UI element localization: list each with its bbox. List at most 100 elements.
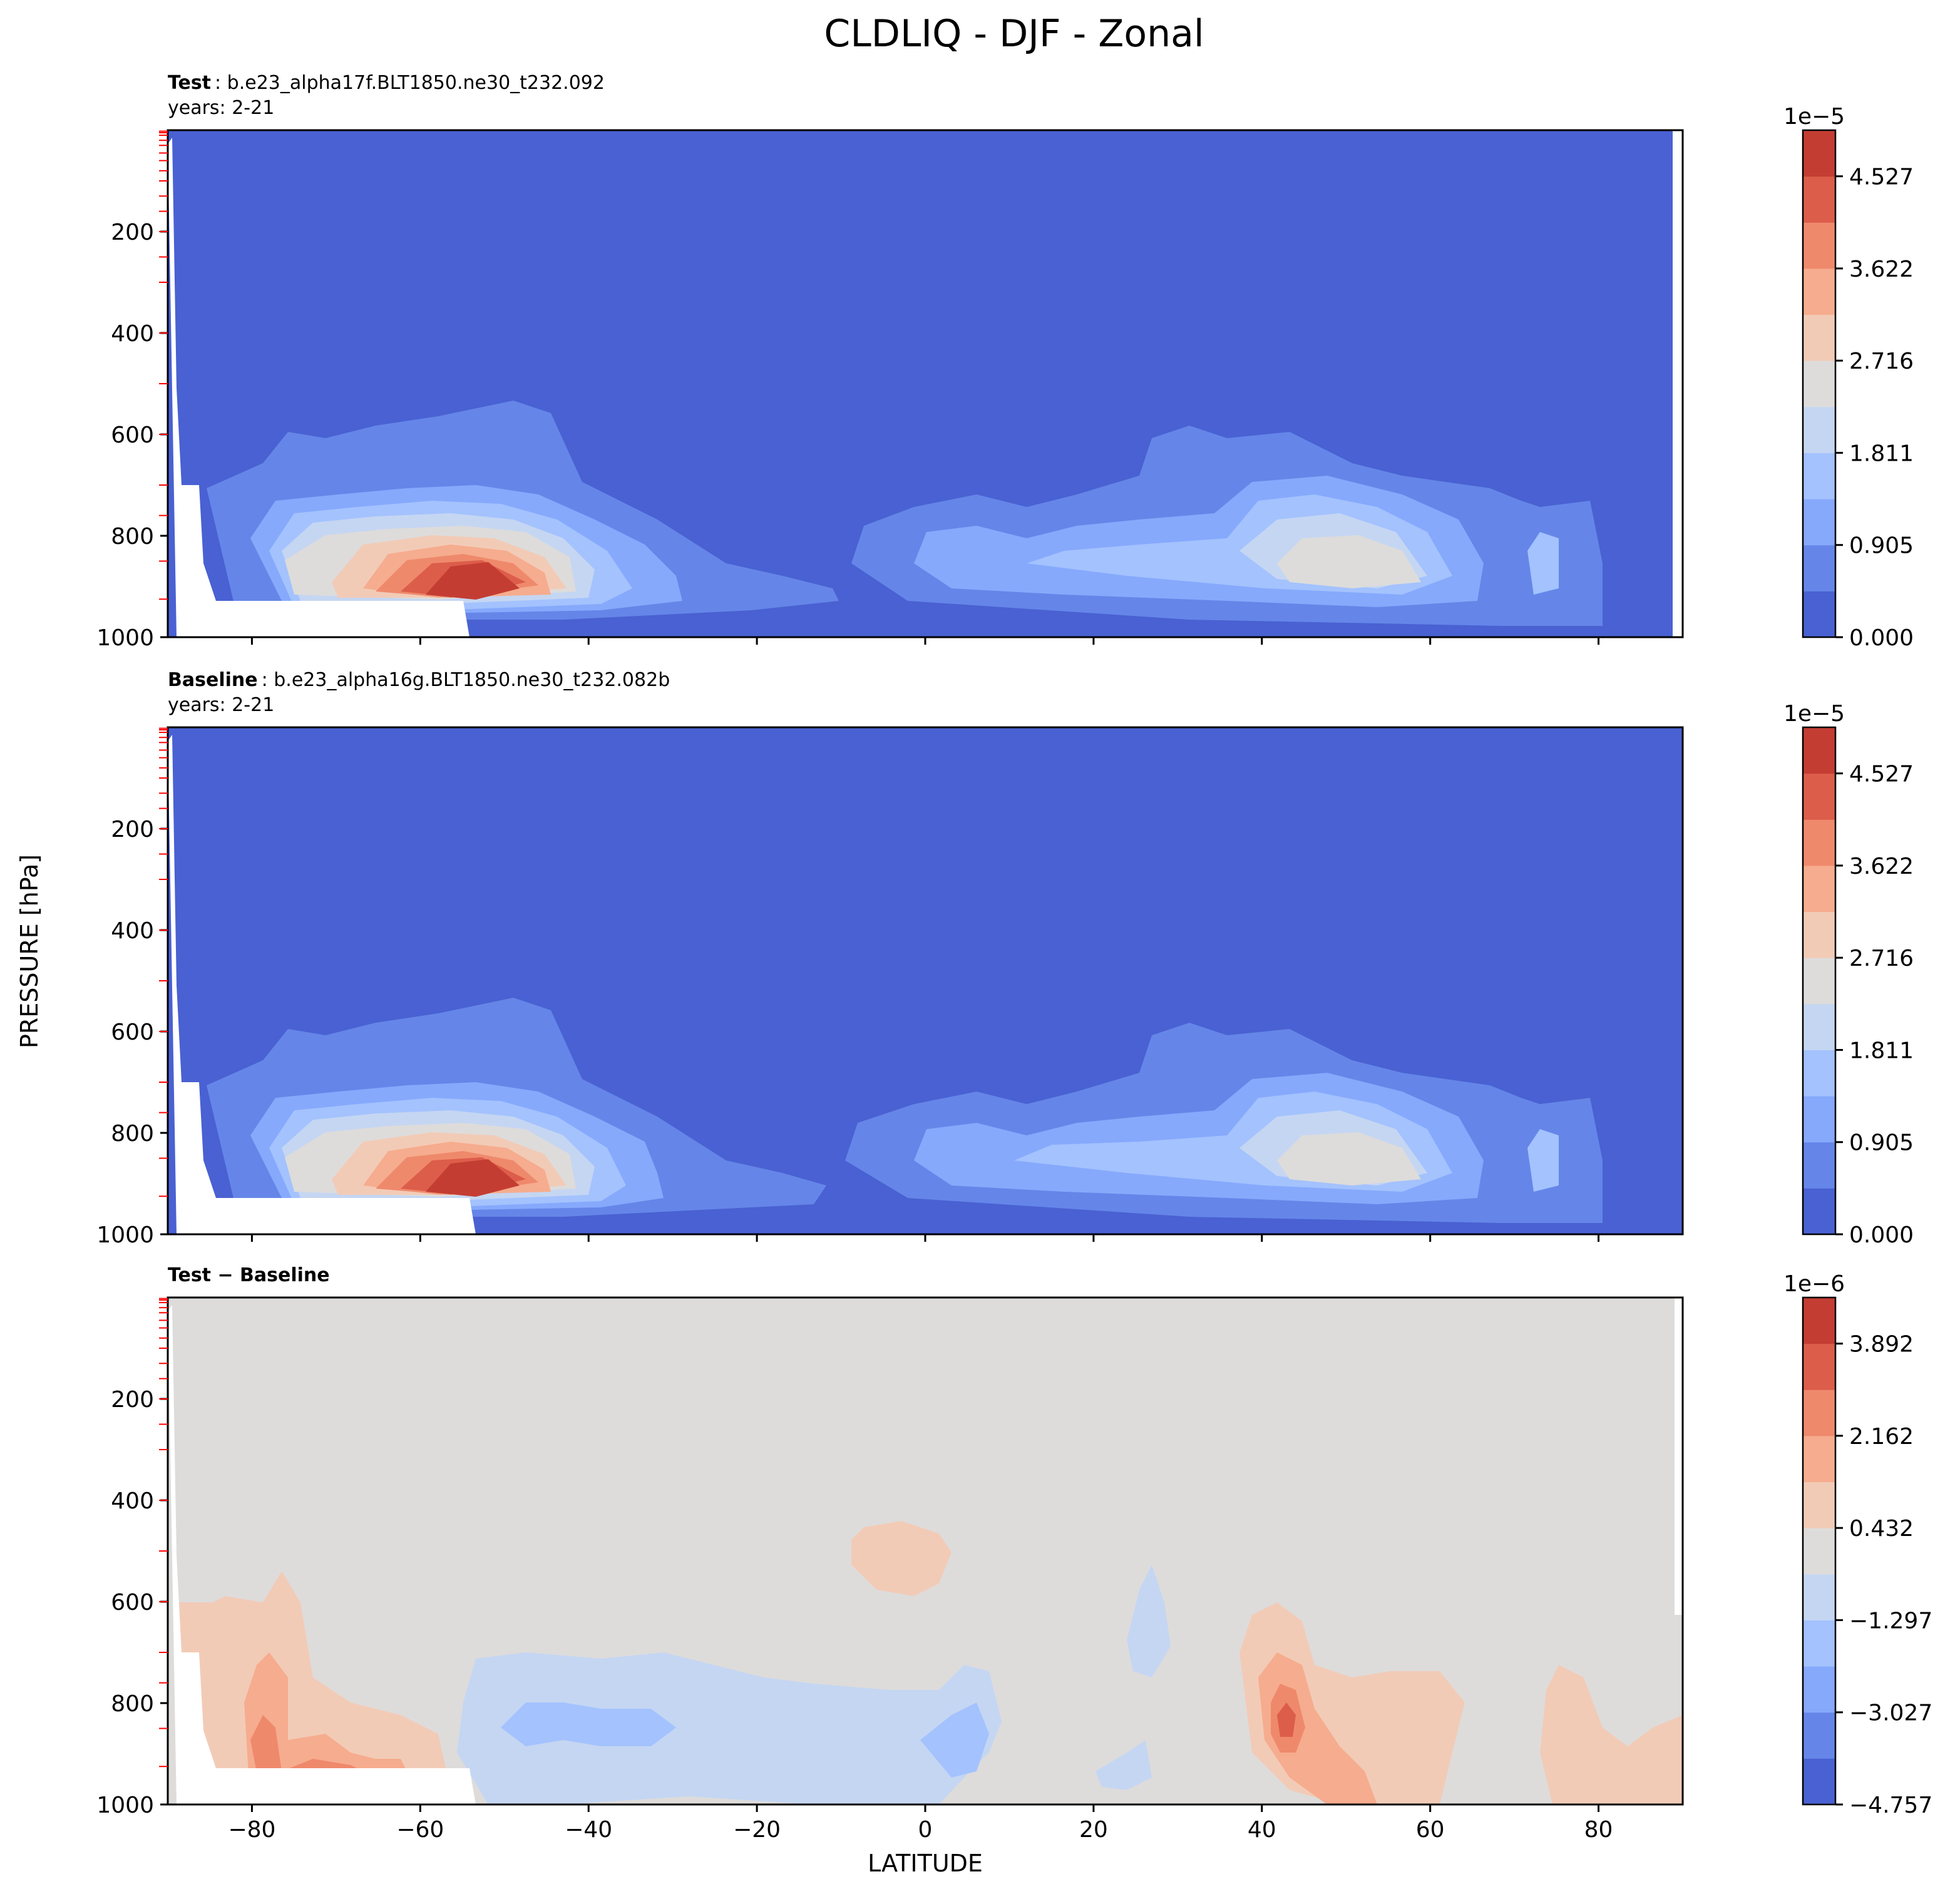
panel-baseline-xticks bbox=[250, 1234, 1600, 1242]
colorbar-level bbox=[1803, 1758, 1835, 1805]
colorbar-tick-label: −3.027 bbox=[1849, 1701, 1932, 1726]
colorbar-tick-label: 0.000 bbox=[1849, 1222, 1914, 1248]
colorbar-tick-label: −1.297 bbox=[1849, 1608, 1932, 1634]
colorbar-level bbox=[1803, 1050, 1835, 1097]
y-axis-label: PRESSURE [hPa] bbox=[16, 854, 43, 1048]
xtick-label: −20 bbox=[733, 1817, 781, 1843]
colorbar-level bbox=[1803, 222, 1835, 269]
diff-terrain bbox=[168, 1305, 476, 1804]
colorbar-level bbox=[1803, 1666, 1835, 1713]
test-contour-10 bbox=[426, 562, 520, 600]
colorbar-test: 0.000 0.905 1.811 2.716 3.622 4.527 1e−5 bbox=[1783, 104, 1914, 651]
colorbar-level bbox=[1803, 911, 1835, 958]
panel-test-title: Test: b.e23_alpha17f.BLT1850.ne30_t232.0… bbox=[168, 72, 605, 94]
colorbar-level bbox=[1803, 1003, 1835, 1050]
figure-title: CLDLIQ - DJF - Zonal bbox=[824, 12, 1204, 56]
colorbar-level bbox=[1803, 958, 1835, 1005]
diff-neg-3 bbox=[920, 1702, 989, 1778]
diff-neg-2 bbox=[501, 1702, 676, 1746]
diff-neg-1 bbox=[457, 1652, 1002, 1804]
colorbar-level bbox=[1803, 1298, 1835, 1344]
colorbar-level bbox=[1803, 176, 1835, 223]
colorbar-exponent: 1e−6 bbox=[1783, 1271, 1845, 1297]
panel-baseline-subtitle: years: 2-21 bbox=[168, 694, 274, 716]
colorbar-tick-label: 3.892 bbox=[1849, 1332, 1914, 1358]
colorbar-level bbox=[1803, 1482, 1835, 1528]
colorbar-tick-label: 0.905 bbox=[1849, 1130, 1914, 1156]
colorbar-tick-label: 1.811 bbox=[1849, 441, 1914, 466]
colorbar-tick-label: 0.905 bbox=[1849, 533, 1914, 559]
colorbar-level bbox=[1803, 453, 1835, 499]
colorbar-tick-label: 3.622 bbox=[1849, 854, 1914, 879]
colorbar-tick-label: 0.000 bbox=[1849, 625, 1914, 651]
colorbar-level bbox=[1803, 361, 1835, 407]
panel-baseline-title-bold: Baseline bbox=[168, 669, 258, 691]
xtick-label: −40 bbox=[565, 1817, 612, 1843]
colorbar-tick-label: 4.527 bbox=[1849, 165, 1914, 190]
colorbar-level bbox=[1803, 314, 1835, 361]
panel-difference-title-bold: Test − Baseline bbox=[168, 1264, 330, 1286]
diff-neg-6 bbox=[726, 1756, 776, 1771]
panel-test-field bbox=[168, 130, 1683, 637]
ytick-label: 200 bbox=[111, 1387, 154, 1413]
diff-pos-11 bbox=[1540, 1665, 1683, 1804]
colorbar-level bbox=[1803, 1390, 1835, 1436]
colorbar-tick-label: 4.527 bbox=[1849, 762, 1914, 787]
colorbar-tick-label: 1.811 bbox=[1849, 1038, 1914, 1063]
baseline-contour-10 bbox=[426, 1159, 520, 1197]
xtick-label: 40 bbox=[1248, 1817, 1276, 1843]
colorbar-level bbox=[1803, 1435, 1835, 1483]
panel-difference: Test − Baseline 200 40 bbox=[96, 1264, 1684, 1843]
x-axis-label: LATITUDE bbox=[868, 1850, 983, 1877]
xtick-label: 0 bbox=[918, 1817, 933, 1843]
colorbar-tick-label: 2.162 bbox=[1849, 1424, 1914, 1450]
colorbar-level bbox=[1803, 545, 1835, 591]
panel-baseline-yticks: 200 400 600 800 1000 bbox=[96, 727, 168, 1248]
panel-difference-field bbox=[168, 1298, 1683, 1804]
xtick-label: −80 bbox=[228, 1817, 275, 1843]
colorbar-frame bbox=[1802, 129, 1837, 638]
colorbar-level bbox=[1803, 1343, 1835, 1390]
colorbar-level bbox=[1803, 1096, 1835, 1143]
colorbar-tick-label: 3.622 bbox=[1849, 257, 1914, 282]
diff-pos-2 bbox=[244, 1652, 413, 1804]
panel-test-yticks: 200 400 600 800 1000 bbox=[96, 130, 168, 651]
colorbar-baseline: 0.000 0.905 1.811 2.716 3.622 4.527 1e−5 bbox=[1783, 701, 1914, 1248]
panel-test: Test: b.e23_alpha17f.BLT1850.ne30_t232.0… bbox=[96, 72, 1684, 651]
colorbar-tick-label: 0.432 bbox=[1849, 1516, 1914, 1542]
ytick-label: 800 bbox=[111, 524, 154, 550]
ytick-label: 400 bbox=[111, 321, 154, 347]
test-contour-15 bbox=[1277, 535, 1421, 588]
ytick-label: 400 bbox=[111, 918, 154, 944]
colorbar-tick-label: −4.757 bbox=[1849, 1793, 1932, 1818]
colorbar-level bbox=[1803, 865, 1835, 913]
ytick-label: 800 bbox=[111, 1121, 154, 1147]
colorbar-tick-label: 2.716 bbox=[1849, 946, 1914, 971]
colorbar-tick-label: 2.716 bbox=[1849, 349, 1914, 374]
panel-baseline: Baseline: b.e23_alpha16g.BLT1850.ne30_t2… bbox=[96, 669, 1684, 1248]
baseline-contour-16 bbox=[1527, 1129, 1559, 1192]
panel-test-title-bold: Test bbox=[168, 72, 211, 94]
xtick-label: −60 bbox=[396, 1817, 444, 1843]
colorbar-exponent: 1e−5 bbox=[1783, 104, 1845, 130]
test-contour-16 bbox=[1527, 532, 1559, 595]
colorbar-level bbox=[1803, 1142, 1835, 1189]
colorbar-level bbox=[1803, 727, 1835, 774]
panel-baseline-field bbox=[168, 727, 1683, 1234]
ytick-label: 600 bbox=[111, 1590, 154, 1615]
diff-neg-4 bbox=[1127, 1565, 1171, 1677]
baseline-terrain bbox=[168, 735, 476, 1234]
colorbar-level bbox=[1803, 1712, 1835, 1759]
panel-baseline-title-rest: : b.e23_alpha16g.BLT1850.ne30_t232.082b bbox=[262, 669, 670, 691]
colorbar-level bbox=[1803, 1620, 1835, 1667]
diff-pos-6 bbox=[851, 1521, 952, 1596]
diff-neg-5 bbox=[1095, 1740, 1152, 1790]
panel-test-xticks bbox=[250, 637, 1600, 645]
colorbar-frame bbox=[1802, 726, 1837, 1236]
xtick-label: 60 bbox=[1416, 1817, 1445, 1843]
colorbar-level bbox=[1803, 819, 1835, 866]
ytick-label: 200 bbox=[111, 817, 154, 842]
colorbar-level bbox=[1803, 130, 1835, 177]
ytick-label: 200 bbox=[111, 220, 154, 245]
colorbar-level bbox=[1803, 773, 1835, 820]
